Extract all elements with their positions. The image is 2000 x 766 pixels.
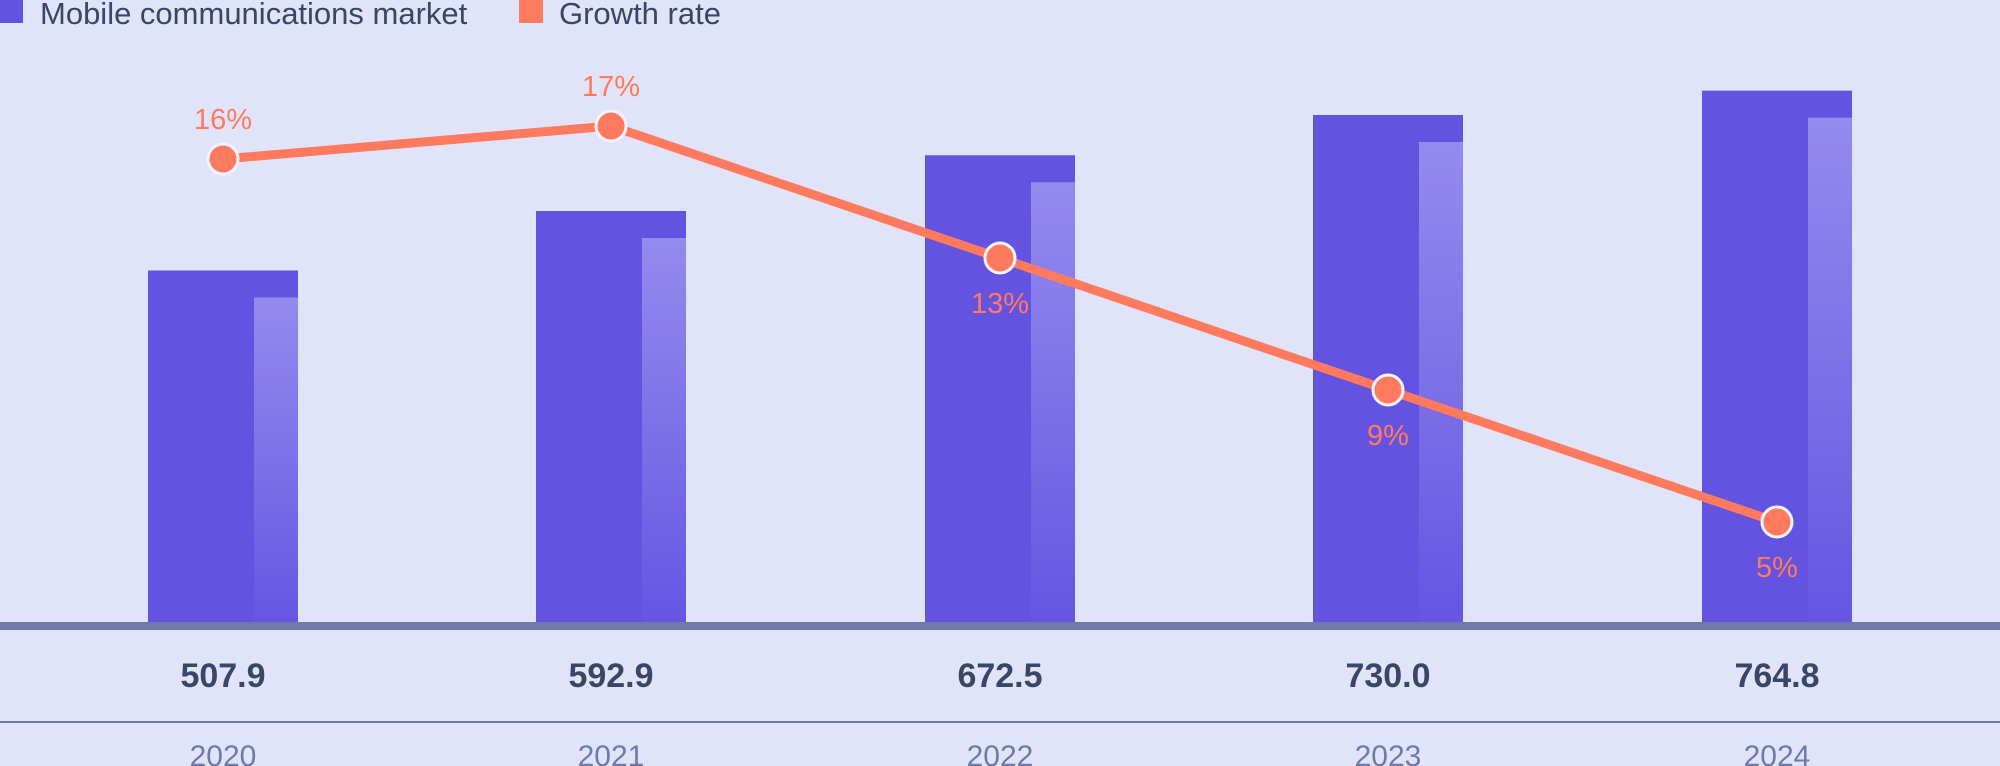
value-label-2024: 764.8 [1734,657,1819,695]
x-axis-line [0,622,2000,630]
labels: 507.9 2020 592.9 2021 672.5 2022 730.0 2023 764.… [180,71,1819,766]
legend-label-market: Mobile communications market [40,0,468,31]
legend-label-growth: Growth rate [559,0,721,31]
value-label-2021: 592.9 [568,657,653,695]
bar-highlight-2021 [642,237,686,626]
legend-swatch-market [0,0,23,23]
growth-line [206,109,1794,539]
divider-line [0,721,2000,723]
growth-label-2020: 16% [194,104,252,136]
growth-point-2023 [1371,373,1405,407]
growth-label-2024: 5% [1756,552,1798,584]
growth-point-2024 [1760,505,1794,539]
growth-label-2021: 17% [582,71,640,103]
growth-point-2022 [983,241,1017,275]
bar-highlight-2023 [1419,142,1463,626]
value-label-2023: 730.0 [1345,657,1430,695]
growth-point-2021 [594,109,628,143]
bar-highlight-2022 [1031,182,1075,626]
bars [148,90,1852,630]
legend-swatch-growth [519,0,543,23]
value-label-2020: 507.9 [180,657,265,695]
value-label-2022: 672.5 [957,657,1042,695]
x-tick-2022: 2022 [967,740,1034,766]
x-tick-2024: 2024 [1744,740,1811,766]
x-tick-2021: 2021 [578,740,645,766]
growth-point-2020 [206,142,240,176]
x-tick-2023: 2023 [1355,740,1422,766]
x-tick-2020: 2020 [190,740,257,766]
growth-label-2022: 13% [971,288,1029,320]
legend: Mobile communications market Growth rate [0,0,721,31]
growth-label-2023: 9% [1367,420,1409,452]
bar-highlight-2024 [1808,117,1852,626]
bar-highlight-2020 [254,297,298,626]
